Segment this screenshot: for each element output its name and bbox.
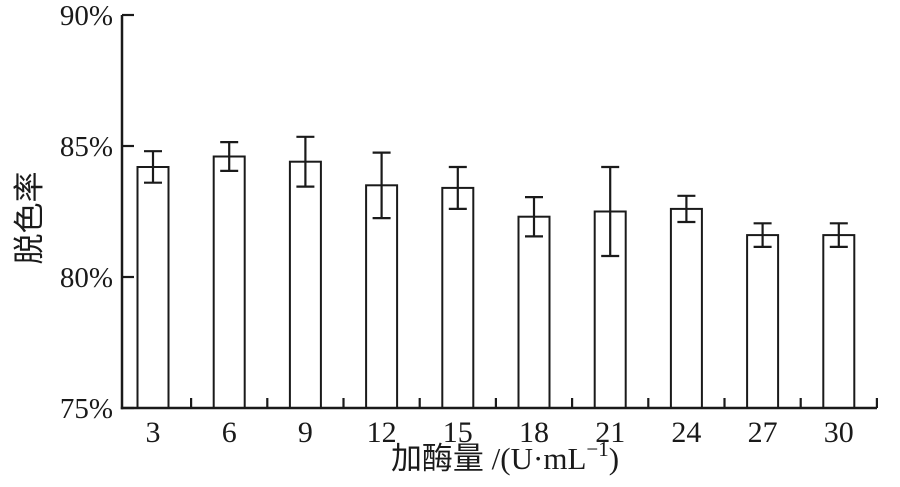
x-tick-label-27: 27 [748, 416, 778, 449]
bar-27 [746, 234, 780, 409]
bar-30 [822, 234, 856, 409]
y-tick-label-85: 85% [60, 131, 113, 163]
x-tick-label-30: 30 [824, 416, 854, 449]
x-tick-label-9: 9 [298, 416, 313, 449]
bar-18 [517, 215, 551, 409]
x-tick-label-24: 24 [671, 416, 701, 449]
x-tick-label-3: 3 [146, 416, 161, 449]
bar-3 [136, 166, 170, 409]
y-tick-label-75: 75% [60, 393, 113, 425]
bar-9 [288, 160, 322, 409]
x-tick-label-18: 18 [519, 416, 549, 449]
x-tick-label-15: 15 [443, 416, 473, 449]
y-tick-label-90: 90% [60, 0, 113, 32]
x-tick-label-12: 12 [367, 416, 397, 449]
x-tick-label-6: 6 [222, 416, 237, 449]
x-tick-label-21: 21 [595, 416, 625, 449]
bar-21 [593, 210, 627, 409]
y-tick-label-80: 80% [60, 262, 113, 294]
bar-24 [669, 207, 703, 409]
bar-15 [441, 186, 475, 409]
y-axis-title: 脱色率 [12, 172, 47, 265]
x-axis-title: 加酶量 /(U·mL−1) [391, 437, 619, 476]
bar-12 [365, 184, 399, 409]
bar-6 [212, 155, 246, 409]
